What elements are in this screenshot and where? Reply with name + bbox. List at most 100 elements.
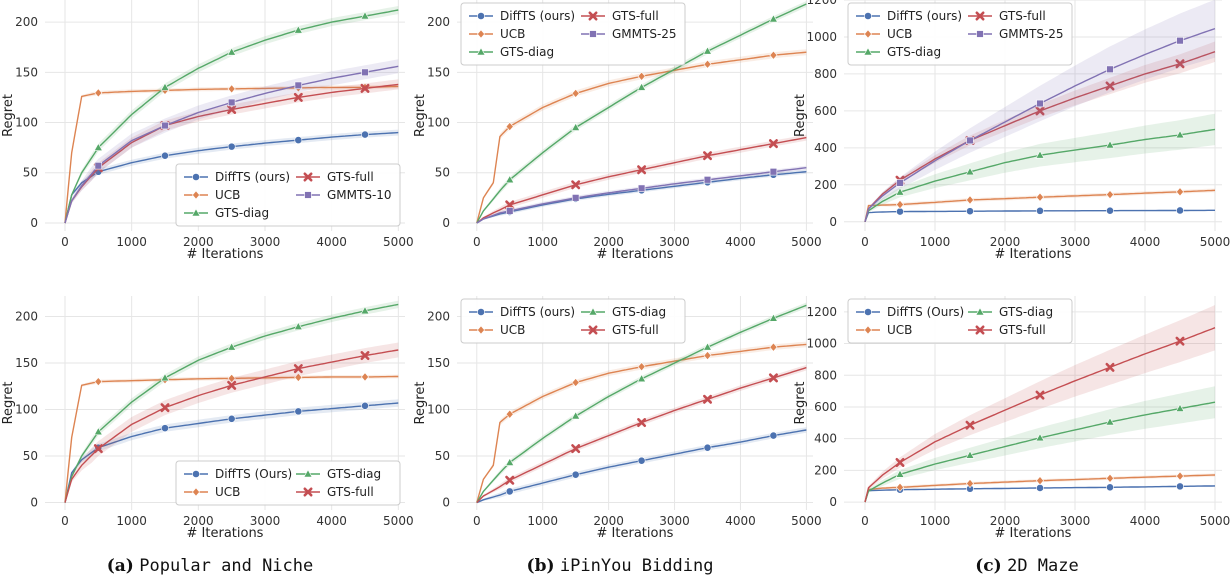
- chart-c-top-legend-swatch-marker-stroke-2: [975, 11, 985, 21]
- chart-c-top-series-gmmts-point: [896, 179, 904, 187]
- chart-c-top-legend-item: GMMTS-25: [968, 27, 1064, 41]
- chart-b-top-legend-item: GMMTS-25: [581, 27, 677, 41]
- chart-c-bottom-legend-swatch-marker: [864, 308, 872, 316]
- chart-a-top-series-ucb-point: [227, 84, 236, 94]
- chart-b-bottom-xtick-label: 5000: [791, 514, 822, 528]
- chart-c-bottom-series-diffts-point: [1176, 482, 1184, 491]
- chart-c-bottom-legend-item: UCB: [856, 323, 912, 337]
- chart-c-top-series-gts-full-point-stroke-2: [1175, 59, 1185, 69]
- chart-c-bottom-legend-label: GTS-diag: [999, 305, 1053, 319]
- chart-c-top-series-gmmts-band: [865, 0, 1215, 222]
- chart-a-bottom-legend-label: GTS-diag: [327, 467, 381, 481]
- chart-a-top-xtick-label: 1000: [116, 235, 147, 249]
- chart-c-top-series-ucb-point: [1106, 190, 1114, 200]
- chart-c-bottom-series-gts-full-point-stroke-2: [1035, 390, 1045, 400]
- chart-a-bottom-series-gts-full-point: [160, 403, 170, 413]
- caption-a: (a) Popular and Niche: [5, 556, 415, 576]
- chart-a-bottom-xtick-label: 2000: [183, 514, 214, 528]
- chart-a-top-legend-item: GMMTS-10: [296, 188, 392, 202]
- chart-a-bottom-series-ucb-point: [361, 372, 369, 382]
- chart-a-top-series-ucb-point: [94, 88, 103, 98]
- chart-c-top-ytick-label: 600: [814, 104, 837, 118]
- chart-c-bottom-series-gts-full-point-stroke-2: [1175, 336, 1185, 346]
- chart-b-top-xtick-label: 0: [473, 235, 481, 249]
- chart-c-top-ytick-label: 200: [814, 178, 837, 192]
- chart-a-bottom-series-gts-diag: [64, 300, 399, 504]
- caption-b: (b) iPinYou Bidding: [415, 556, 825, 576]
- chart-a-top-legend-label: GMMTS-10: [327, 188, 392, 202]
- chart-c-top-series-ucb-point: [1036, 192, 1044, 202]
- chart-c-top-legend-label: GTS-full: [999, 9, 1046, 23]
- chart-c-top-legend-item: GTS-full: [968, 9, 1046, 23]
- chart-a-top-series-gmmts-point: [361, 68, 369, 77]
- chart-c-bottom-series-diffts-point: [1106, 483, 1114, 492]
- chart-a-bottom-series-gts-full-point: [360, 351, 370, 361]
- chart-a-top-series-gts-diag-point: [227, 47, 237, 56]
- chart-a-top-series-gts-full-point-stroke-2: [227, 104, 237, 114]
- chart-a-bottom-ytick-label: 0: [30, 496, 38, 510]
- chart-c-bottom-series-ucb-point: [1106, 473, 1114, 483]
- chart-b-bottom-ylabel: Regret: [413, 382, 428, 425]
- chart-a-top-series-gts-diag-point: [293, 25, 303, 34]
- chart-a-top-legend-item: UCB: [184, 188, 240, 202]
- chart-b-bottom-ytick-label: 100: [427, 403, 450, 417]
- chart-b-bottom-legend-item: DiffTS (ours): [469, 305, 575, 319]
- chart-b-bottom-series-gts-full-point-stroke-2: [703, 394, 713, 404]
- chart-c-top-legend: DiffTS (ours) UCB GTS-diag GTS-full GMMTS-25: [847, 2, 1073, 66]
- chart-a-bottom-ytick-label: 150: [15, 356, 38, 370]
- chart-b-top-series-gts-full-point-stroke-2: [768, 139, 778, 149]
- chart-b-bottom-series-diffts-point: [703, 443, 712, 452]
- chart-b-top-legend-swatch-marker: [589, 30, 597, 38]
- chart-c-top-series-diffts-point: [1106, 206, 1114, 215]
- chart-c-top-legend-label: UCB: [887, 27, 912, 41]
- chart-c-bottom-series-gts-full-point-stroke-2: [1105, 362, 1115, 372]
- chart-c-bottom-series-gts-full-band: [865, 305, 1215, 503]
- chart-b-bottom-series-gts-full-point: [703, 394, 713, 404]
- chart-a-top-series-gts-full-point-stroke-2: [360, 83, 370, 93]
- chart-a-top-legend-label: DiffTS (ours): [215, 170, 290, 184]
- chart-c-bottom-series-gts-diag-point: [895, 469, 905, 478]
- chart-c-bottom-series-ucb-point: [1176, 471, 1184, 481]
- chart-c-top-legend-swatch-marker: [863, 47, 873, 56]
- chart-a-bottom-ytick-label: 200: [15, 309, 38, 323]
- chart-b-top-ylabel: Regret: [413, 94, 428, 137]
- caption-b-label: (b): [526, 556, 555, 576]
- chart-a-bottom-legend-item: UCB: [184, 485, 240, 499]
- chart-c-bottom-plot-area: [864, 305, 1216, 503]
- chart-b-top-series-gts-diag: [476, 1, 807, 224]
- chart-b-bottom-series-gts-full-point-stroke-2: [571, 444, 581, 454]
- chart-c-bottom-series-gts-diag-band: [865, 386, 1215, 503]
- chart-a-bottom-xtick-label: 1000: [116, 514, 147, 528]
- chart-b-top-xtick-label: 1000: [527, 235, 558, 249]
- chart-a-top-legend-label: UCB: [215, 188, 240, 202]
- chart-b-bottom-series-diffts: [476, 427, 807, 504]
- chart-a-bottom-series-gts-full-band: [65, 342, 399, 504]
- chart-c-top-series-gts-full-point: [1105, 81, 1115, 91]
- chart-a-bottom-series-gts-full-point-stroke-2: [160, 403, 170, 413]
- chart-a-bottom-legend-swatch-marker: [303, 469, 313, 478]
- chart-a-bottom-legend: DiffTS (Ours) UCB GTS-diag GTS-full: [175, 460, 401, 506]
- chart-b-top-series-gmmts-point: [506, 207, 514, 215]
- chart-c-top-series-ucb-point: [966, 195, 974, 205]
- chart-c-bottom-ytick-label: 600: [814, 400, 837, 414]
- chart-c-bottom-ytick-label: 0: [829, 495, 837, 509]
- chart-b-bottom-legend-swatch-marker: [588, 325, 598, 335]
- chart-b-bottom-legend-item: GTS-full: [581, 323, 659, 337]
- chart-c-bottom-ytick-label: 400: [814, 432, 837, 446]
- chart-b-top-series-ucb-point: [703, 59, 712, 69]
- chart-a-top-series-gts-diag: [64, 6, 399, 224]
- chart-b-top-legend-label: UCB: [500, 27, 525, 41]
- chart-b-bottom-xlabel: # Iterations: [597, 526, 674, 541]
- chart-c-top-series-gmmts: [864, 0, 1216, 222]
- chart-c-top-ylabel: Regret: [793, 94, 808, 137]
- chart-c-top-series-gts-full-point-stroke-2: [1105, 81, 1115, 91]
- chart-c-bottom-xlabel: # Iterations: [995, 526, 1072, 541]
- chart-b-bottom-legend-frame: [460, 298, 686, 344]
- chart-b-top-xlabel: # Iterations: [597, 247, 674, 262]
- chart-a-bottom-legend-item: DiffTS (Ours): [184, 467, 292, 481]
